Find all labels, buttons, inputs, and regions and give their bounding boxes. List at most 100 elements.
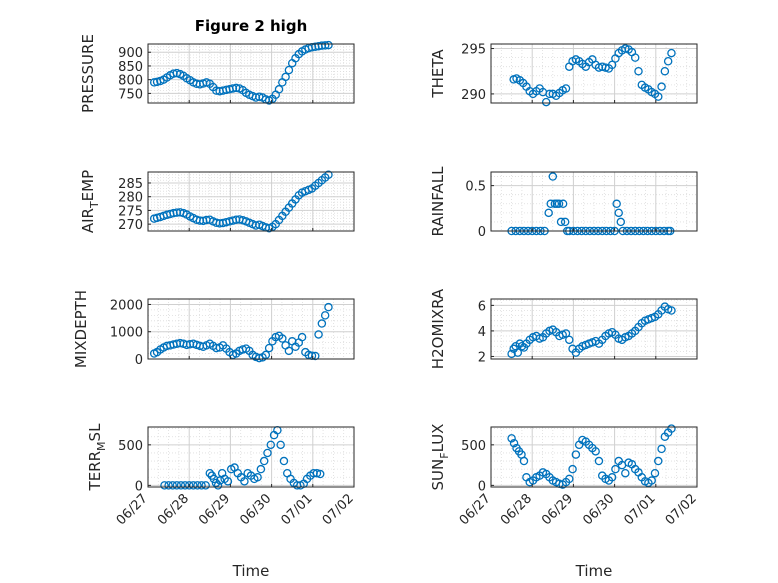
data-point [667,306,676,315]
data-point [657,444,666,454]
data-point [660,66,670,76]
y-axis-label: SUNFLUX [429,424,451,491]
y-axis-label: MIXDEPTH [72,290,90,368]
data-point [312,468,322,478]
data-point [240,477,249,486]
data-point [667,48,676,58]
data-point [621,468,630,478]
data-point [164,481,173,490]
data-point [317,319,327,328]
data-point [630,53,640,62]
data-point [544,208,553,218]
x-tick-label: 06/28 [498,491,535,528]
data-point [197,481,206,490]
panel-theta: 290 295 THETA [429,43,698,107]
y-tick-label: 275 [118,204,143,219]
data-point [201,481,210,490]
data-point [263,448,272,458]
figure-title: Figure 2 high [195,17,308,35]
data-point [556,217,566,227]
data-point [264,343,274,353]
data-point [324,302,333,312]
data-point [594,456,604,466]
y-tick-label: 850 [118,60,143,75]
data-point [565,474,574,484]
data-point [176,481,186,490]
y-tick-label: 0 [478,225,486,240]
data-point [168,481,177,490]
data-point [281,72,290,82]
y-tick-label: 0 [135,479,143,494]
data-point [554,199,564,209]
x-tick-label: 06/30 [237,491,274,528]
y-axis-label: TERRMSL [86,423,108,492]
axes-box [147,298,355,360]
data-point [616,217,626,227]
data-point [561,84,571,93]
data-point [320,311,330,320]
axes-box [490,426,698,488]
y-tick-label: 2 [478,350,486,365]
y-axis-label: PRESSURE [79,34,97,113]
data-point [517,341,527,351]
data-point [507,434,516,443]
data-point [607,60,617,70]
data-point [284,65,294,75]
data-point [621,44,630,53]
x-tick-label: 07/01 [279,491,316,528]
data-point [213,481,223,490]
x-tick-label: 06/27 [457,491,494,528]
plot-area [148,44,354,103]
y-tick-label: 295 [461,43,486,58]
data-point [223,477,233,486]
data-point [560,217,570,227]
data-point [311,351,320,361]
data-point [320,41,330,50]
data-point [667,424,676,433]
y-tick-label: 500 [118,439,143,454]
data-point [509,438,519,448]
data-point [611,464,620,474]
data-point [657,82,666,91]
data-point [193,481,202,490]
y-axis-label: THETA [429,49,447,99]
x-tick-label: 07/02 [663,491,700,528]
y-tick-label: 6 [478,299,486,314]
x-tick-label: 06/27 [114,491,151,528]
data-point [279,456,289,466]
data-point [209,474,219,484]
panel-mixdepth: 0 1000 2000 MIXDEPTH [72,290,355,368]
y-axis-label: AIRTEMP [79,170,101,233]
data-point [519,456,529,466]
data-point [571,450,581,459]
data-point [607,473,617,482]
x-axis-label-right: Time [575,562,613,580]
data-point [266,440,276,450]
y-tick-label: 500 [461,439,486,454]
y-tick-label: 2000 [110,298,143,313]
data-point [205,468,215,478]
panel-terr_msl: 0 500 06/27 06/28 06/29 06/30 07/01 07/02 TERRMS… [86,423,357,528]
data-point [297,332,307,342]
data-point [324,170,333,179]
x-axis-label-left: Time [232,562,270,580]
y-tick-label: 280 [118,191,143,206]
x-tick-label: 06/30 [580,491,617,528]
x-tick-label: 07/02 [320,491,357,528]
data-point [253,473,262,482]
panel-sun_flux: 0 500 06/27 06/28 06/29 06/30 07/01 07/02 SUNFLU… [429,424,700,529]
data-point [278,334,287,343]
data-point [561,329,571,338]
y-tick-label: 900 [118,46,143,61]
data-point [568,464,577,474]
data-point [654,92,663,101]
x-tick-label: 06/29 [196,491,233,528]
data-point [565,335,574,345]
data-point [612,199,621,209]
y-axis-label: RAINFALL [429,166,447,237]
data-point [276,440,285,450]
data-point [647,476,656,485]
